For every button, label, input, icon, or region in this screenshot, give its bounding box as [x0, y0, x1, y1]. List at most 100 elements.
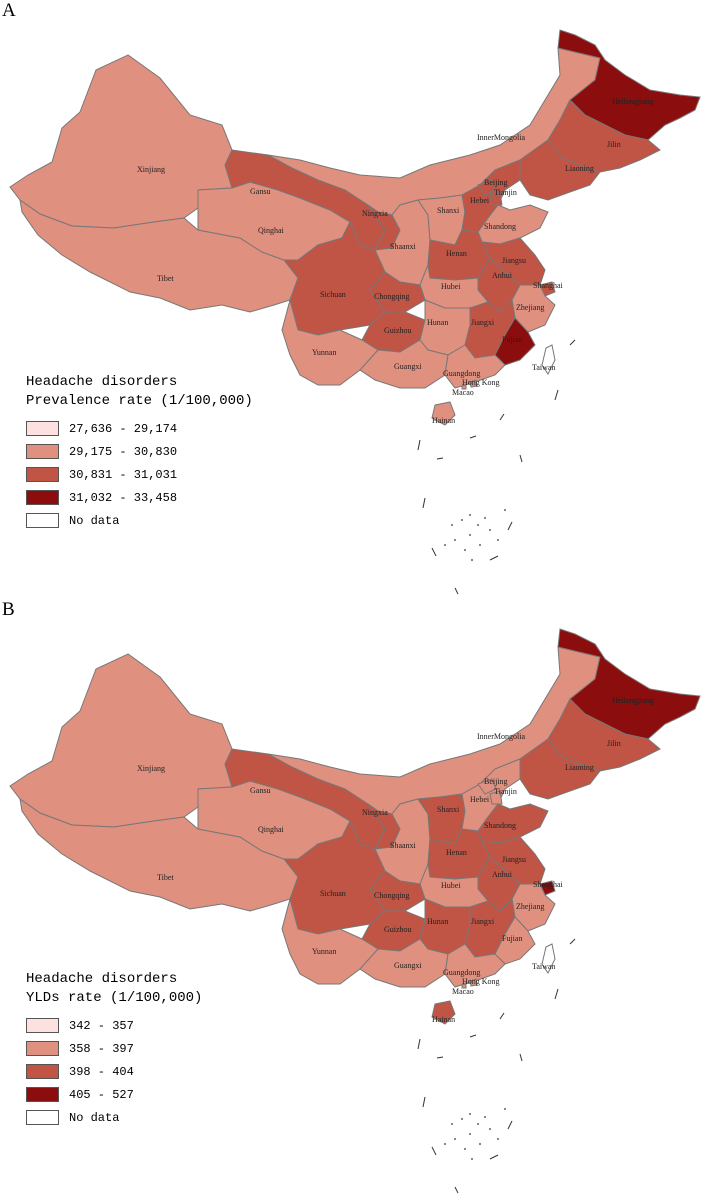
province-label: Hubei [441, 881, 461, 890]
province-label: Liaoning [565, 164, 594, 173]
province-label: Yunnan [312, 947, 336, 956]
province-label: Shanghai [533, 281, 564, 290]
legend-item: 405 - 527 [26, 1083, 202, 1106]
legend-label: 29,175 - 30,830 [69, 444, 178, 459]
province-label: Guangdong [443, 968, 480, 977]
legend-item: 30,831 - 31,031 [26, 463, 253, 486]
legend-swatch [26, 467, 59, 482]
china-choropleth-map: Heilongjiang Jilin Liaoning InnerMongoli… [9, 29, 701, 595]
province-label: Ningxia [362, 808, 388, 817]
province-label: Guizhou [384, 326, 412, 335]
province-label: Xinjiang [137, 764, 165, 773]
province-tianjin [489, 790, 503, 805]
province-labels: Heilongjiang Jilin Liaoning InnerMongoli… [137, 696, 654, 1024]
province-label: Jiangsu [502, 256, 526, 265]
legend-swatch [26, 1064, 59, 1079]
province-hainan [431, 401, 456, 426]
legend-swatch [26, 1087, 59, 1102]
panel-letter: A [2, 0, 16, 21]
spratly-islands-dots [444, 1108, 506, 1160]
province-label: Guangdong [443, 369, 480, 378]
province-label: Hunan [427, 318, 448, 327]
legend-label: No data [69, 1110, 120, 1125]
legend-item: 358 - 397 [26, 1037, 202, 1060]
legend-label: 358 - 397 [69, 1041, 134, 1056]
province-guangdong [444, 344, 506, 389]
legend-rows: 342 - 357 358 - 397 398 - 404 405 - 527 No d… [26, 1014, 202, 1129]
province-label: Jiangsu [502, 855, 526, 864]
province-label: Guangxi [394, 362, 422, 371]
panel-a: Heilongjiang Jilin Liaoning InnerMongoli… [0, 0, 709, 598]
province-label: Qinghai [258, 226, 285, 235]
province-label: Tibet [157, 873, 174, 882]
province-label: Beijing [484, 777, 508, 786]
province-label: Macao [452, 987, 474, 996]
province-label: Jilin [607, 739, 621, 748]
map-legend: Headache disorders Prevalence rate (1/10… [26, 373, 253, 532]
legend-label: 398 - 404 [69, 1064, 134, 1079]
province-label: Jilin [607, 140, 621, 149]
province-label: Heilongjiang [612, 696, 654, 705]
province-label: Guangxi [394, 961, 422, 970]
legend-subtitle: YLDs rate (1/100,000) [26, 990, 203, 1006]
province-label: Sichuan [320, 290, 346, 299]
legend-swatch [26, 1018, 59, 1033]
province-label: Yunnan [312, 348, 336, 357]
province-label: Shaanxi [390, 242, 417, 251]
province-label: Fujian [502, 934, 522, 943]
legend-swatch [26, 490, 59, 505]
province-label: Henan [446, 249, 467, 258]
south-china-sea-islands [417, 339, 576, 595]
legend-subtitle: Prevalence rate (1/100,000) [26, 393, 253, 409]
province-hainan [431, 1000, 456, 1025]
spratly-islands-dots [444, 509, 506, 561]
legend-item: No data [26, 509, 253, 532]
south-china-sea-islands [417, 938, 576, 1194]
province-taiwan [541, 943, 556, 974]
province-label: InnerMongolia [477, 133, 525, 142]
province-label: Hong Kong [462, 378, 500, 387]
province-label: Jiangxi [471, 917, 495, 926]
province-label: Hebei [470, 795, 490, 804]
province-label: Hainan [432, 416, 455, 425]
province-label: Tianjin [494, 787, 517, 796]
province-label: Jiangxi [471, 318, 495, 327]
legend-label: 27,636 - 29,174 [69, 421, 178, 436]
province-label: Anhui [492, 870, 513, 879]
province-label: Beijing [484, 178, 508, 187]
province-label: Hunan [427, 917, 448, 926]
province-taiwan [541, 344, 556, 375]
china-choropleth-map: Heilongjiang Jilin Liaoning InnerMongoli… [9, 628, 701, 1194]
province-label: Sichuan [320, 889, 346, 898]
legend-item: 342 - 357 [26, 1014, 202, 1037]
province-label: Shandong [484, 222, 516, 231]
legend-item: 398 - 404 [26, 1060, 202, 1083]
legend-swatch [26, 513, 59, 528]
legend-swatch [26, 421, 59, 436]
panel-b: Heilongjiang Jilin Liaoning InnerMongoli… [0, 599, 709, 1197]
province-label: Qinghai [258, 825, 285, 834]
province-beijing [477, 179, 497, 196]
legend-label: 31,032 - 33,458 [69, 490, 178, 505]
province-label: Chongqing [374, 292, 410, 301]
province-label: Taiwan [532, 962, 555, 971]
province-label: Hebei [470, 196, 490, 205]
province-macao [461, 384, 467, 390]
province-label: Tianjin [494, 188, 517, 197]
legend-label: 30,831 - 31,031 [69, 467, 178, 482]
province-label: Guizhou [384, 925, 412, 934]
province-label: Chongqing [374, 891, 410, 900]
legend-item: 27,636 - 29,174 [26, 417, 253, 440]
province-label: Xinjiang [137, 165, 165, 174]
province-label: Fujian [502, 335, 522, 344]
legend-swatch [26, 444, 59, 459]
province-label: Anhui [492, 271, 513, 280]
legend-swatch [26, 1110, 59, 1125]
province-label: Shanghai [533, 880, 564, 889]
legend-label: 342 - 357 [69, 1018, 134, 1033]
province-label: Hainan [432, 1015, 455, 1024]
legend-label: No data [69, 513, 120, 528]
province-label: Macao [452, 388, 474, 397]
legend-swatch [26, 1041, 59, 1056]
legend-item: No data [26, 1106, 202, 1129]
